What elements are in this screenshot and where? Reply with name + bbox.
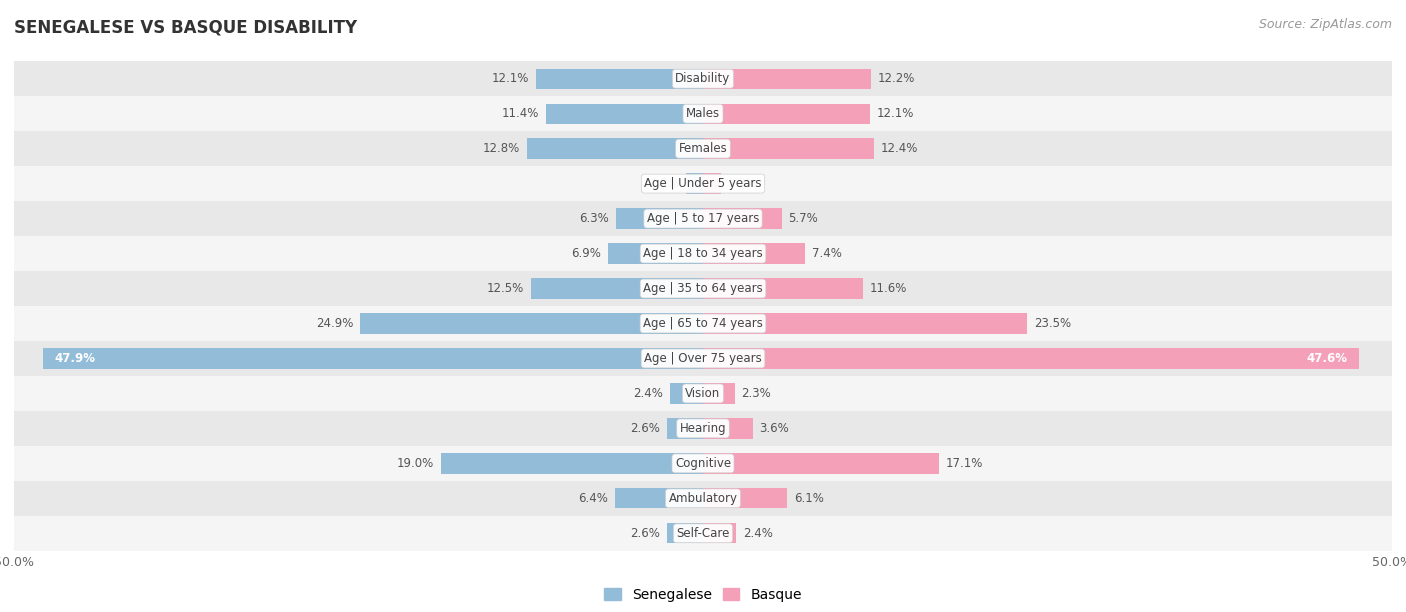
Text: 12.4%: 12.4% (880, 142, 918, 155)
Bar (531, 278, 703, 299)
Text: Age | 18 to 34 years: Age | 18 to 34 years (643, 247, 763, 260)
Text: 1.2%: 1.2% (650, 177, 679, 190)
Bar (686, 173, 703, 194)
Text: 2.4%: 2.4% (742, 527, 773, 540)
Bar (14, 236, 1392, 271)
Bar (360, 313, 703, 334)
Text: 2.3%: 2.3% (741, 387, 772, 400)
Text: 24.9%: 24.9% (315, 317, 353, 330)
Text: Age | Over 75 years: Age | Over 75 years (644, 352, 762, 365)
Text: 3.6%: 3.6% (759, 422, 789, 435)
Bar (668, 523, 703, 543)
Bar (703, 453, 939, 474)
Bar (546, 103, 703, 124)
Text: 6.9%: 6.9% (571, 247, 600, 260)
Bar (14, 516, 1392, 551)
Text: 2.4%: 2.4% (633, 387, 664, 400)
Bar (441, 453, 703, 474)
Text: 5.7%: 5.7% (789, 212, 818, 225)
Text: 1.3%: 1.3% (728, 177, 758, 190)
Bar (703, 313, 1026, 334)
Bar (703, 488, 787, 509)
Text: 12.2%: 12.2% (877, 72, 915, 85)
Text: Ambulatory: Ambulatory (668, 492, 738, 505)
Bar (14, 411, 1392, 446)
Text: Age | 5 to 17 years: Age | 5 to 17 years (647, 212, 759, 225)
Bar (703, 173, 721, 194)
Bar (14, 306, 1392, 341)
Bar (14, 376, 1392, 411)
Bar (616, 209, 703, 229)
Bar (14, 166, 1392, 201)
Text: 23.5%: 23.5% (1033, 317, 1071, 330)
Bar (614, 488, 703, 509)
Bar (703, 103, 870, 124)
Text: Age | 35 to 64 years: Age | 35 to 64 years (643, 282, 763, 295)
Bar (703, 383, 735, 403)
Bar (669, 383, 703, 403)
Text: 17.1%: 17.1% (945, 457, 983, 470)
Text: Males: Males (686, 107, 720, 120)
Text: 6.1%: 6.1% (794, 492, 824, 505)
Bar (527, 138, 703, 159)
Bar (536, 69, 703, 89)
Text: 2.6%: 2.6% (630, 422, 661, 435)
Text: Source: ZipAtlas.com: Source: ZipAtlas.com (1258, 18, 1392, 31)
Bar (703, 348, 1358, 368)
Text: 12.5%: 12.5% (486, 282, 524, 295)
Text: Vision: Vision (685, 387, 721, 400)
Text: 6.4%: 6.4% (578, 492, 607, 505)
Bar (14, 201, 1392, 236)
Text: Age | 65 to 74 years: Age | 65 to 74 years (643, 317, 763, 330)
Text: Self-Care: Self-Care (676, 527, 730, 540)
Bar (703, 244, 806, 264)
Legend: Senegalese, Basque: Senegalese, Basque (599, 583, 807, 608)
Text: SENEGALESE VS BASQUE DISABILITY: SENEGALESE VS BASQUE DISABILITY (14, 18, 357, 36)
Bar (703, 278, 863, 299)
Bar (607, 244, 703, 264)
Text: 19.0%: 19.0% (396, 457, 434, 470)
Text: 6.3%: 6.3% (579, 212, 609, 225)
Text: Age | Under 5 years: Age | Under 5 years (644, 177, 762, 190)
Text: Disability: Disability (675, 72, 731, 85)
Bar (703, 209, 782, 229)
Bar (703, 138, 875, 159)
Text: 12.1%: 12.1% (492, 72, 530, 85)
Bar (668, 418, 703, 439)
Bar (14, 446, 1392, 481)
Text: 12.1%: 12.1% (876, 107, 914, 120)
Text: 7.4%: 7.4% (811, 247, 842, 260)
Bar (14, 341, 1392, 376)
Bar (14, 61, 1392, 96)
Bar (703, 69, 872, 89)
Bar (14, 481, 1392, 516)
Text: 12.8%: 12.8% (482, 142, 520, 155)
Text: 11.4%: 11.4% (502, 107, 538, 120)
Text: 47.6%: 47.6% (1306, 352, 1348, 365)
Text: 47.9%: 47.9% (53, 352, 96, 365)
Text: Cognitive: Cognitive (675, 457, 731, 470)
Bar (44, 348, 703, 368)
Bar (14, 131, 1392, 166)
Bar (703, 523, 737, 543)
Bar (14, 96, 1392, 131)
Text: 11.6%: 11.6% (870, 282, 907, 295)
Text: Females: Females (679, 142, 727, 155)
Text: Hearing: Hearing (679, 422, 727, 435)
Bar (703, 418, 752, 439)
Text: 2.6%: 2.6% (630, 527, 661, 540)
Bar (14, 271, 1392, 306)
